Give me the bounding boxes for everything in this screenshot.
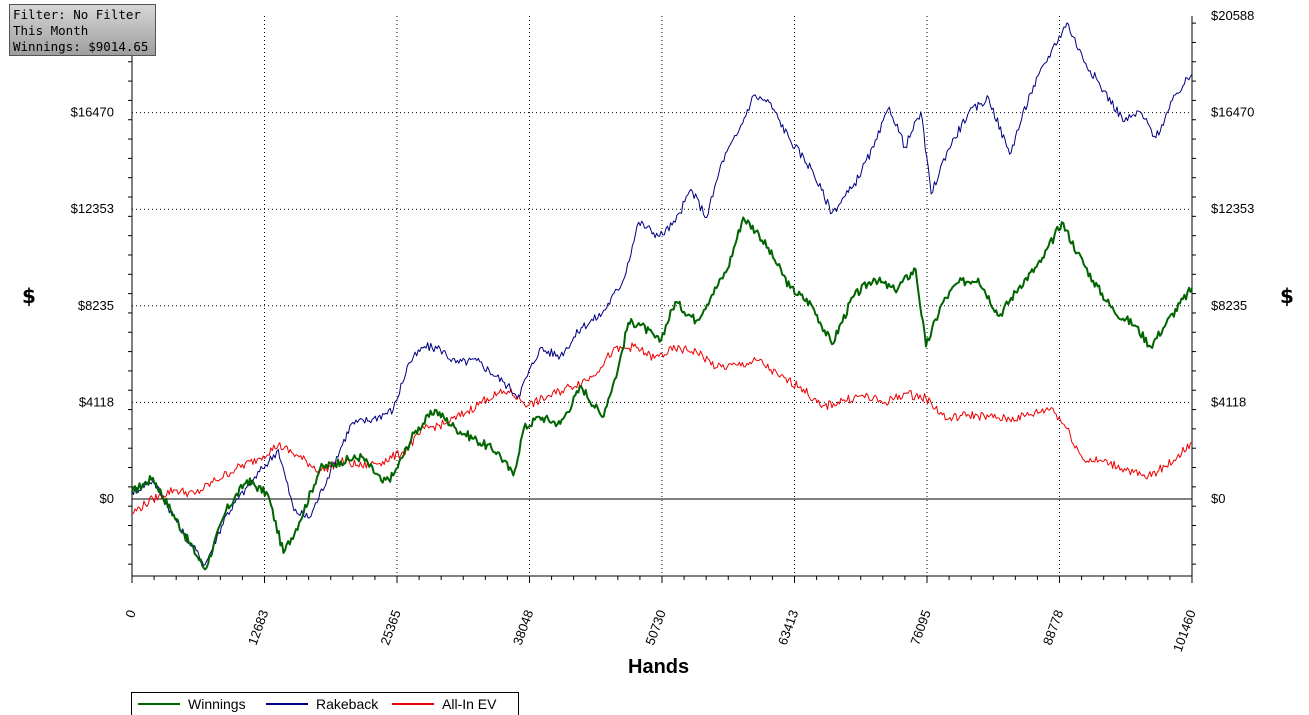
- legend-label-rakeback: Rakeback: [316, 696, 379, 712]
- y-tick-label-right: $8235: [1211, 298, 1247, 313]
- series-lines: [131, 22, 1193, 571]
- y-tick-label-right: $20588: [1211, 8, 1254, 23]
- y-tick-label-left: $4118: [79, 394, 114, 409]
- x-tick-label: 25365: [377, 608, 403, 647]
- axes: [128, 16, 1196, 583]
- x-tick-label: 50730: [642, 608, 668, 647]
- y-tick-label-left: $16470: [71, 105, 114, 120]
- allin-ev-line: [131, 342, 1193, 514]
- y-axis-label-right: $: [1280, 284, 1294, 308]
- legend-swatch-winnings: [138, 703, 180, 705]
- winnings-line: [131, 216, 1193, 571]
- y-tick-label-right: $4118: [1211, 394, 1246, 409]
- period-text: This Month: [13, 23, 89, 38]
- rakeback-line: [131, 22, 1193, 567]
- chart-legend: Winnings Rakeback All-In EV: [131, 692, 519, 715]
- x-tick-label: 76095: [907, 608, 933, 647]
- filter-info-box: Filter: No Filter This Month Winnings: $…: [9, 4, 156, 56]
- y-tick-label-left: $8235: [78, 298, 114, 313]
- legend-swatch-rakeback: [266, 703, 308, 705]
- filter-text: Filter: No Filter: [13, 7, 141, 22]
- y-tick-label-right: $16470: [1211, 105, 1254, 120]
- y-tick-label-right: $0: [1211, 491, 1225, 506]
- y-axis-label-left: $: [22, 284, 36, 308]
- y-tick-label-right: $12353: [1211, 201, 1254, 216]
- x-tick-label: 0: [122, 608, 139, 620]
- x-tick-label: 101460: [1170, 608, 1199, 654]
- x-tick-label: 63413: [775, 608, 801, 647]
- y-tick-label-left: $0: [100, 491, 114, 506]
- x-tick-label: 38048: [510, 608, 536, 647]
- y-tick-label-left: $12353: [71, 201, 114, 216]
- x-tick-label: 88778: [1040, 608, 1066, 647]
- legend-label-winnings: Winnings: [188, 696, 246, 712]
- legend-swatch-allin-ev: [392, 703, 434, 705]
- legend-label-allin-ev: All-In EV: [442, 696, 497, 712]
- grid-lines: [132, 16, 1192, 576]
- x-tick-label: 12683: [245, 608, 271, 647]
- x-axis-label: Hands: [628, 656, 690, 678]
- winnings-text: Winnings: $9014.65: [13, 39, 149, 54]
